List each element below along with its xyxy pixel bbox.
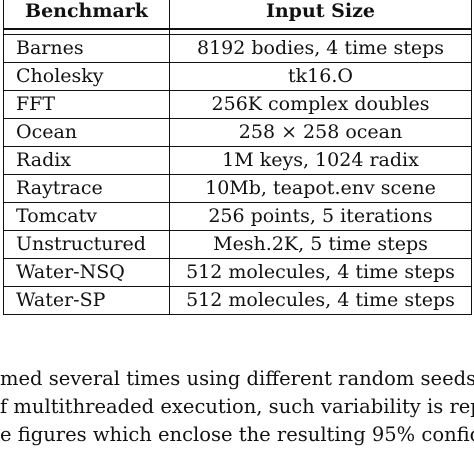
input-size-cell: Mesh.2K, 5 time steps xyxy=(169,230,472,259)
table-row: Water-NSQ 512 molecules, 4 time steps xyxy=(3,258,472,287)
input-size-cell: tk16.O xyxy=(169,62,472,91)
benchmark-cell: Cholesky xyxy=(3,62,170,91)
input-size-cell: 1M keys, 1024 radix xyxy=(169,146,472,175)
table-row: Cholesky tk16.O xyxy=(3,62,472,91)
header-input-size: Input Size xyxy=(169,0,472,30)
body-paragraph: med several times using different random… xyxy=(0,365,474,449)
benchmark-cell: Tomcatv xyxy=(3,202,170,231)
table-row: Barnes 8192 bodies, 4 time steps xyxy=(3,34,472,63)
header-benchmark: Benchmark xyxy=(3,0,170,30)
table-row: Radix 1M keys, 1024 radix xyxy=(3,146,472,175)
benchmark-cell: Ocean xyxy=(3,118,170,147)
benchmark-table: Benchmark Input Size Barnes 8192 bodies,… xyxy=(3,0,472,315)
benchmark-cell: FFT xyxy=(3,90,170,119)
paragraph-line: f multithreaded execution, such variabil… xyxy=(0,395,474,418)
table-row: FFT 256K complex doubles xyxy=(3,90,472,119)
benchmark-cell: Unstructured xyxy=(3,230,170,259)
input-size-cell: 8192 bodies, 4 time steps xyxy=(169,34,472,63)
table-row: Raytrace 10Mb, teapot.env scene xyxy=(3,174,472,203)
paragraph-line: med several times using different random… xyxy=(0,367,474,390)
benchmark-cell: Raytrace xyxy=(3,174,170,203)
input-size-cell: 258 × 258 ocean xyxy=(169,118,472,147)
table-header-row: Benchmark Input Size xyxy=(3,0,472,30)
benchmark-table-container: Benchmark Input Size Barnes 8192 bodies,… xyxy=(3,0,472,315)
input-size-cell: 10Mb, teapot.env scene xyxy=(169,174,472,203)
benchmark-cell: Barnes xyxy=(3,34,170,63)
table-row: Tomcatv 256 points, 5 iterations xyxy=(3,202,472,231)
paragraph-line: e figures which enclose the resulting 95… xyxy=(0,423,474,446)
table-row: Ocean 258 × 258 ocean xyxy=(3,118,472,147)
table-row: Water-SP 512 molecules, 4 time steps xyxy=(3,286,472,315)
input-size-cell: 256 points, 5 iterations xyxy=(169,202,472,231)
benchmark-cell: Water-SP xyxy=(3,286,170,315)
input-size-cell: 512 molecules, 4 time steps xyxy=(169,258,472,287)
input-size-cell: 512 molecules, 4 time steps xyxy=(169,286,472,315)
table-row: Unstructured Mesh.2K, 5 time steps xyxy=(3,230,472,259)
benchmark-cell: Water-NSQ xyxy=(3,258,170,287)
input-size-cell: 256K complex doubles xyxy=(169,90,472,119)
benchmark-cell: Radix xyxy=(3,146,170,175)
